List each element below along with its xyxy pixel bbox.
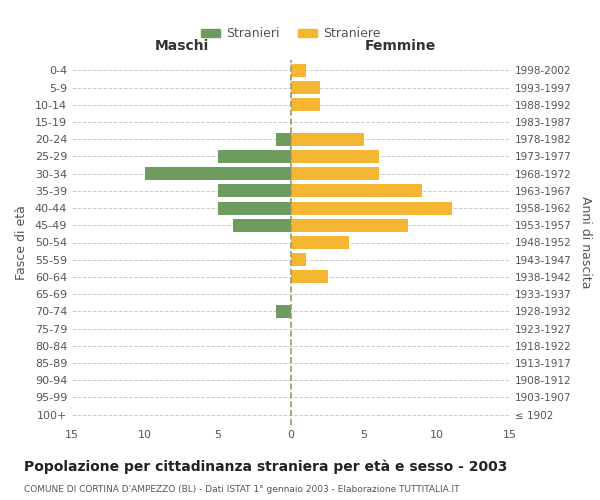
Text: Femmine: Femmine [365,38,436,52]
Text: Maschi: Maschi [154,38,209,52]
Bar [291,236,349,249]
Bar [218,202,291,214]
Bar [145,167,291,180]
Bar [291,132,364,145]
Bar [291,81,320,94]
Bar [218,184,291,198]
Legend: Stranieri, Straniere: Stranieri, Straniere [196,22,386,46]
Y-axis label: Anni di nascita: Anni di nascita [580,196,592,289]
Text: Popolazione per cittadinanza straniera per età e sesso - 2003: Popolazione per cittadinanza straniera p… [24,460,508,474]
Bar [291,254,305,266]
Text: COMUNE DI CORTINA D'AMPEZZO (BL) - Dati ISTAT 1° gennaio 2003 - Elaborazione TUT: COMUNE DI CORTINA D'AMPEZZO (BL) - Dati … [24,485,460,494]
Bar [291,98,320,111]
Bar [218,150,291,163]
Bar [291,270,328,283]
Bar [291,150,379,163]
Bar [233,219,291,232]
Bar [291,219,408,232]
Bar [291,202,452,214]
Bar [277,132,291,145]
Bar [291,184,422,198]
Bar [291,64,305,77]
Bar [291,167,379,180]
Bar [277,305,291,318]
Y-axis label: Fasce di età: Fasce di età [15,205,28,280]
